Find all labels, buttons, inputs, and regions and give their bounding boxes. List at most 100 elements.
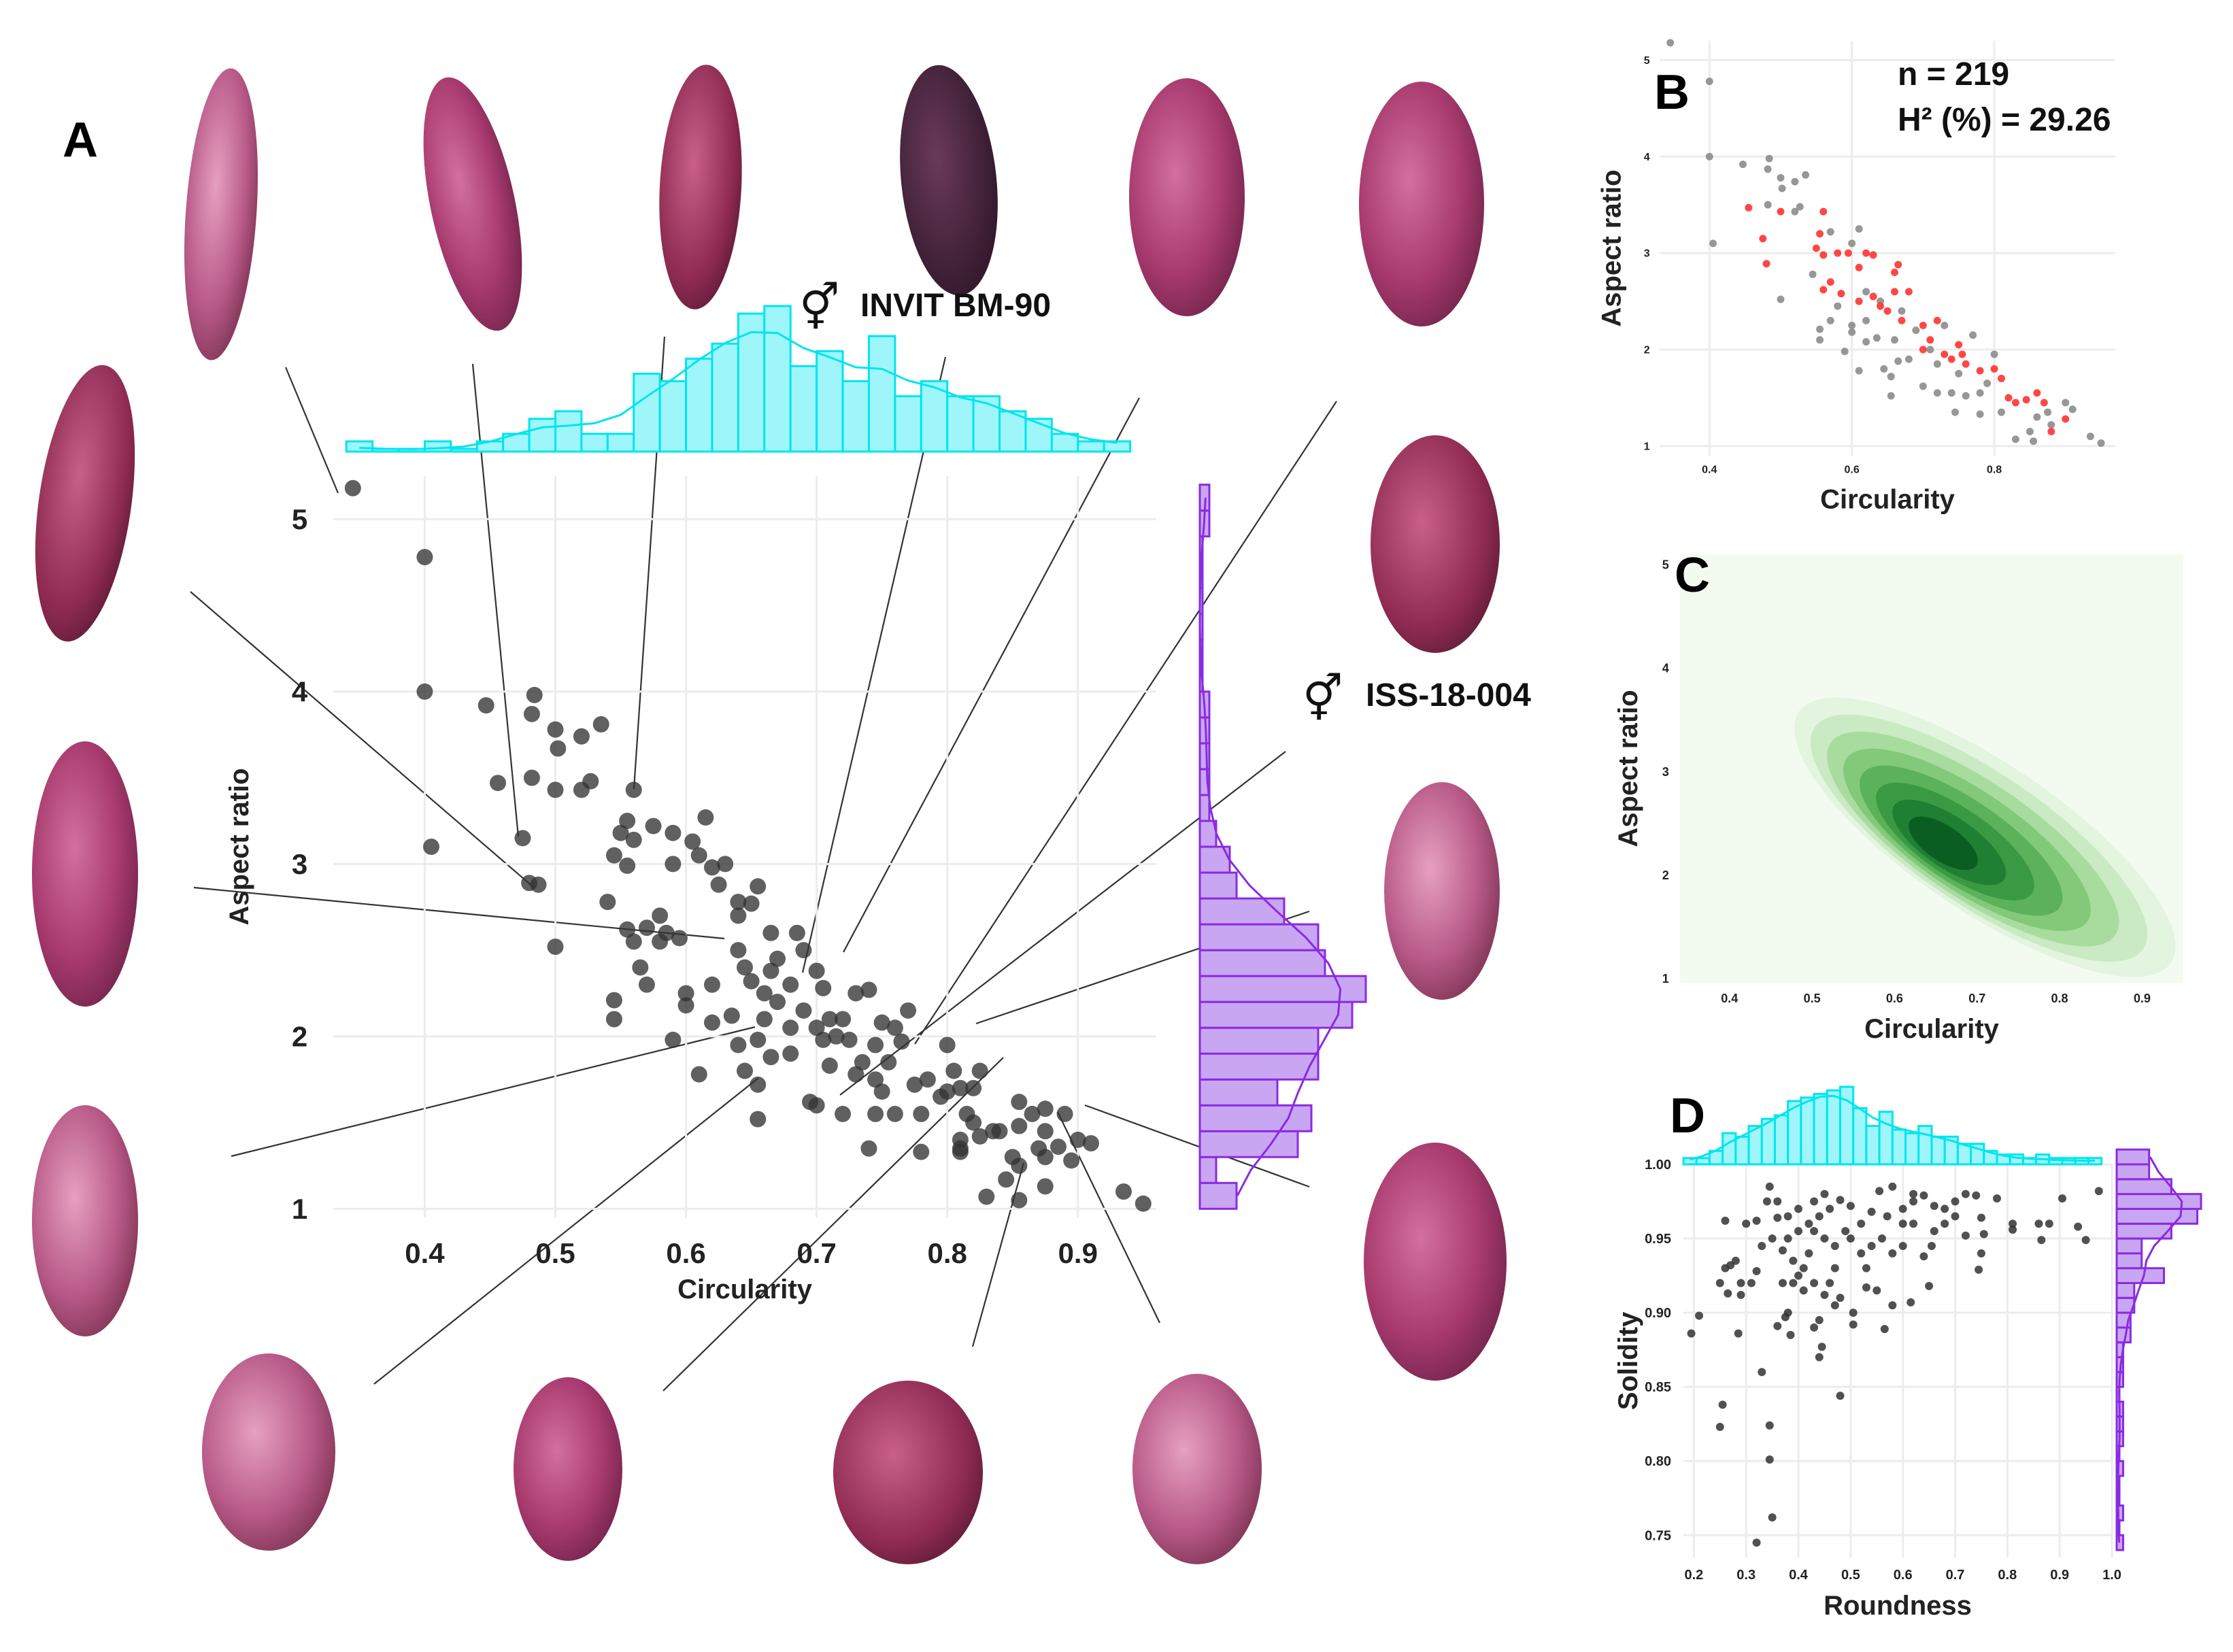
data-point bbox=[1810, 1279, 1819, 1287]
data-point bbox=[1810, 1197, 1819, 1206]
histogram-bar bbox=[580, 433, 609, 453]
grey-data-point bbox=[1962, 392, 1970, 400]
x-tick-label: 0.4 bbox=[1721, 992, 1738, 1005]
data-point bbox=[1862, 1283, 1870, 1292]
data-point bbox=[1925, 1281, 1934, 1290]
data-point bbox=[1875, 1187, 1884, 1196]
data-point bbox=[769, 994, 786, 1011]
red-data-point bbox=[1955, 341, 1963, 349]
data-point bbox=[854, 1053, 871, 1071]
histogram-bar bbox=[633, 372, 661, 453]
data-point bbox=[750, 878, 767, 895]
grey-data-point bbox=[1890, 336, 1898, 344]
data-point bbox=[1773, 1197, 1782, 1206]
data-point bbox=[1836, 1294, 1845, 1302]
data-point bbox=[1758, 1368, 1766, 1377]
grey-data-point bbox=[1666, 39, 1675, 47]
data-point bbox=[1898, 1219, 1907, 1228]
data-point bbox=[808, 1019, 825, 1036]
data-point bbox=[945, 1062, 962, 1079]
data-point bbox=[1799, 1286, 1808, 1295]
data-point bbox=[703, 859, 720, 876]
histogram-bar bbox=[658, 380, 688, 453]
red-data-point bbox=[1904, 288, 1913, 296]
data-point bbox=[1951, 1197, 1960, 1206]
data-point bbox=[795, 1002, 812, 1019]
parent-label-right: ISS-18-004 bbox=[1366, 677, 1531, 713]
histogram-bar bbox=[1198, 1000, 1354, 1029]
x-tick-label: 0.6 bbox=[1894, 1568, 1913, 1583]
histogram-bar bbox=[867, 335, 896, 453]
data-point bbox=[762, 924, 779, 941]
histogram-bar bbox=[998, 410, 1027, 453]
red-data-point bbox=[1990, 365, 1998, 373]
red-data-point bbox=[1855, 297, 1863, 305]
data-point bbox=[933, 1088, 950, 1105]
data-point bbox=[1815, 1212, 1824, 1221]
data-point bbox=[1909, 1190, 1918, 1198]
tuber-photo bbox=[1364, 1143, 1507, 1381]
data-point bbox=[1011, 1157, 1028, 1174]
y-tick-label: 4 bbox=[1662, 662, 1669, 675]
data-point bbox=[665, 856, 682, 873]
red-data-point bbox=[1862, 249, 1870, 257]
data-point bbox=[1977, 1249, 1985, 1258]
red-data-point bbox=[2040, 399, 2048, 407]
red-data-point bbox=[1898, 316, 1906, 324]
data-point bbox=[1082, 1135, 1099, 1151]
tuber-photo bbox=[1132, 1374, 1262, 1564]
data-point bbox=[1830, 1241, 1839, 1250]
data-point bbox=[1815, 1316, 1824, 1325]
data-point bbox=[1836, 1196, 1845, 1204]
grey-data-point bbox=[1848, 321, 1856, 329]
data-point bbox=[1762, 1197, 1771, 1206]
histogram-bar bbox=[972, 395, 1001, 453]
x-axis-label: Circularity bbox=[1820, 485, 1955, 515]
data-point bbox=[1687, 1329, 1696, 1338]
red-data-point bbox=[1962, 360, 1970, 368]
y-tick-label: 4 bbox=[292, 676, 308, 708]
red-data-point bbox=[1819, 251, 1828, 259]
data-point bbox=[1752, 1538, 1761, 1547]
data-point bbox=[1810, 1227, 1819, 1236]
data-point bbox=[1909, 1219, 1918, 1228]
red-data-point bbox=[2047, 428, 2055, 436]
histogram-bar bbox=[737, 312, 766, 453]
tuber-photo bbox=[1129, 78, 1245, 316]
histogram-bar bbox=[2115, 1178, 2172, 1196]
data-point bbox=[769, 950, 786, 967]
data-point bbox=[1783, 1309, 1792, 1317]
histogram-bar bbox=[946, 395, 975, 453]
data-point bbox=[1794, 1204, 1803, 1213]
histogram-bar bbox=[711, 342, 739, 453]
grey-data-point bbox=[1990, 350, 1998, 358]
data-point bbox=[652, 933, 669, 950]
grey-data-point bbox=[1969, 331, 1977, 339]
data-point bbox=[1768, 1234, 1777, 1243]
red-data-point bbox=[2004, 394, 2013, 402]
data-point bbox=[795, 942, 812, 959]
data-point bbox=[1783, 1212, 1792, 1221]
data-point bbox=[893, 1033, 910, 1050]
data-point bbox=[547, 721, 564, 738]
data-point bbox=[1927, 1241, 1936, 1250]
grey-data-point bbox=[1926, 345, 1934, 354]
data-point bbox=[1826, 1204, 1834, 1213]
red-data-point bbox=[1777, 207, 1785, 216]
histogram-bar bbox=[528, 418, 557, 453]
histogram-bar bbox=[1198, 1181, 1238, 1210]
histogram-bar bbox=[1773, 1114, 1790, 1166]
histogram-bar bbox=[1198, 897, 1286, 926]
data-point bbox=[1977, 1213, 1985, 1222]
data-point bbox=[952, 1079, 969, 1096]
histogram-bar bbox=[1852, 1107, 1868, 1166]
data-point bbox=[1752, 1267, 1761, 1276]
data-point bbox=[1877, 1234, 1886, 1243]
data-point bbox=[1898, 1241, 1907, 1250]
data-point bbox=[1063, 1152, 1080, 1169]
grey-data-point bbox=[1791, 178, 1799, 186]
red-data-point bbox=[1926, 336, 1934, 344]
red-data-point bbox=[1812, 244, 1820, 252]
histogram-bar bbox=[789, 365, 818, 453]
histogram-bar bbox=[1103, 440, 1132, 453]
